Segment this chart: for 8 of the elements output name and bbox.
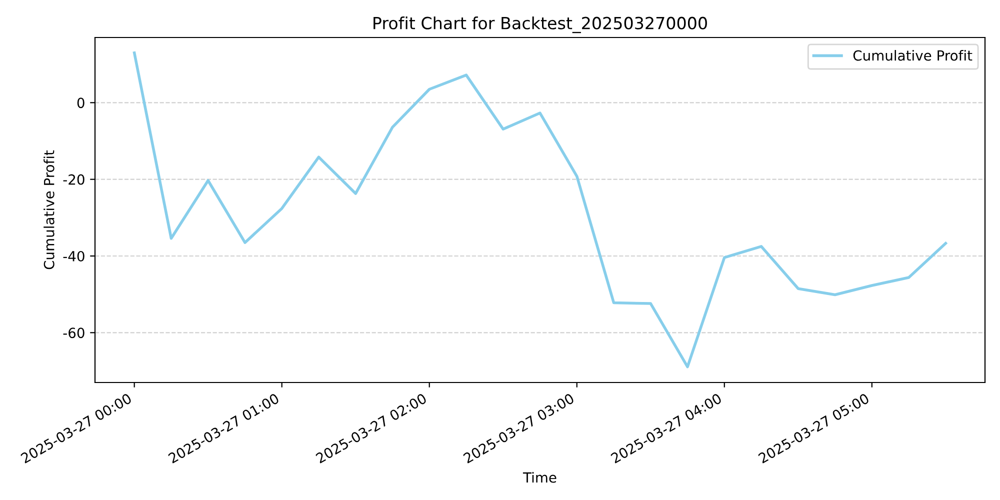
y-tick-label: -60	[63, 328, 84, 338]
y-axis-title: Cumulative Profit	[44, 150, 54, 270]
y-tick-label: 0	[77, 98, 84, 108]
x-axis-title: Time	[522, 472, 556, 483]
y-tick-label: -20	[63, 174, 84, 185]
legend-label: Cumulative Profit	[853, 50, 972, 61]
y-tick-label: -40	[63, 250, 84, 262]
chart-title: Profit Chart for Backtest_202503270000	[374, 16, 707, 34]
